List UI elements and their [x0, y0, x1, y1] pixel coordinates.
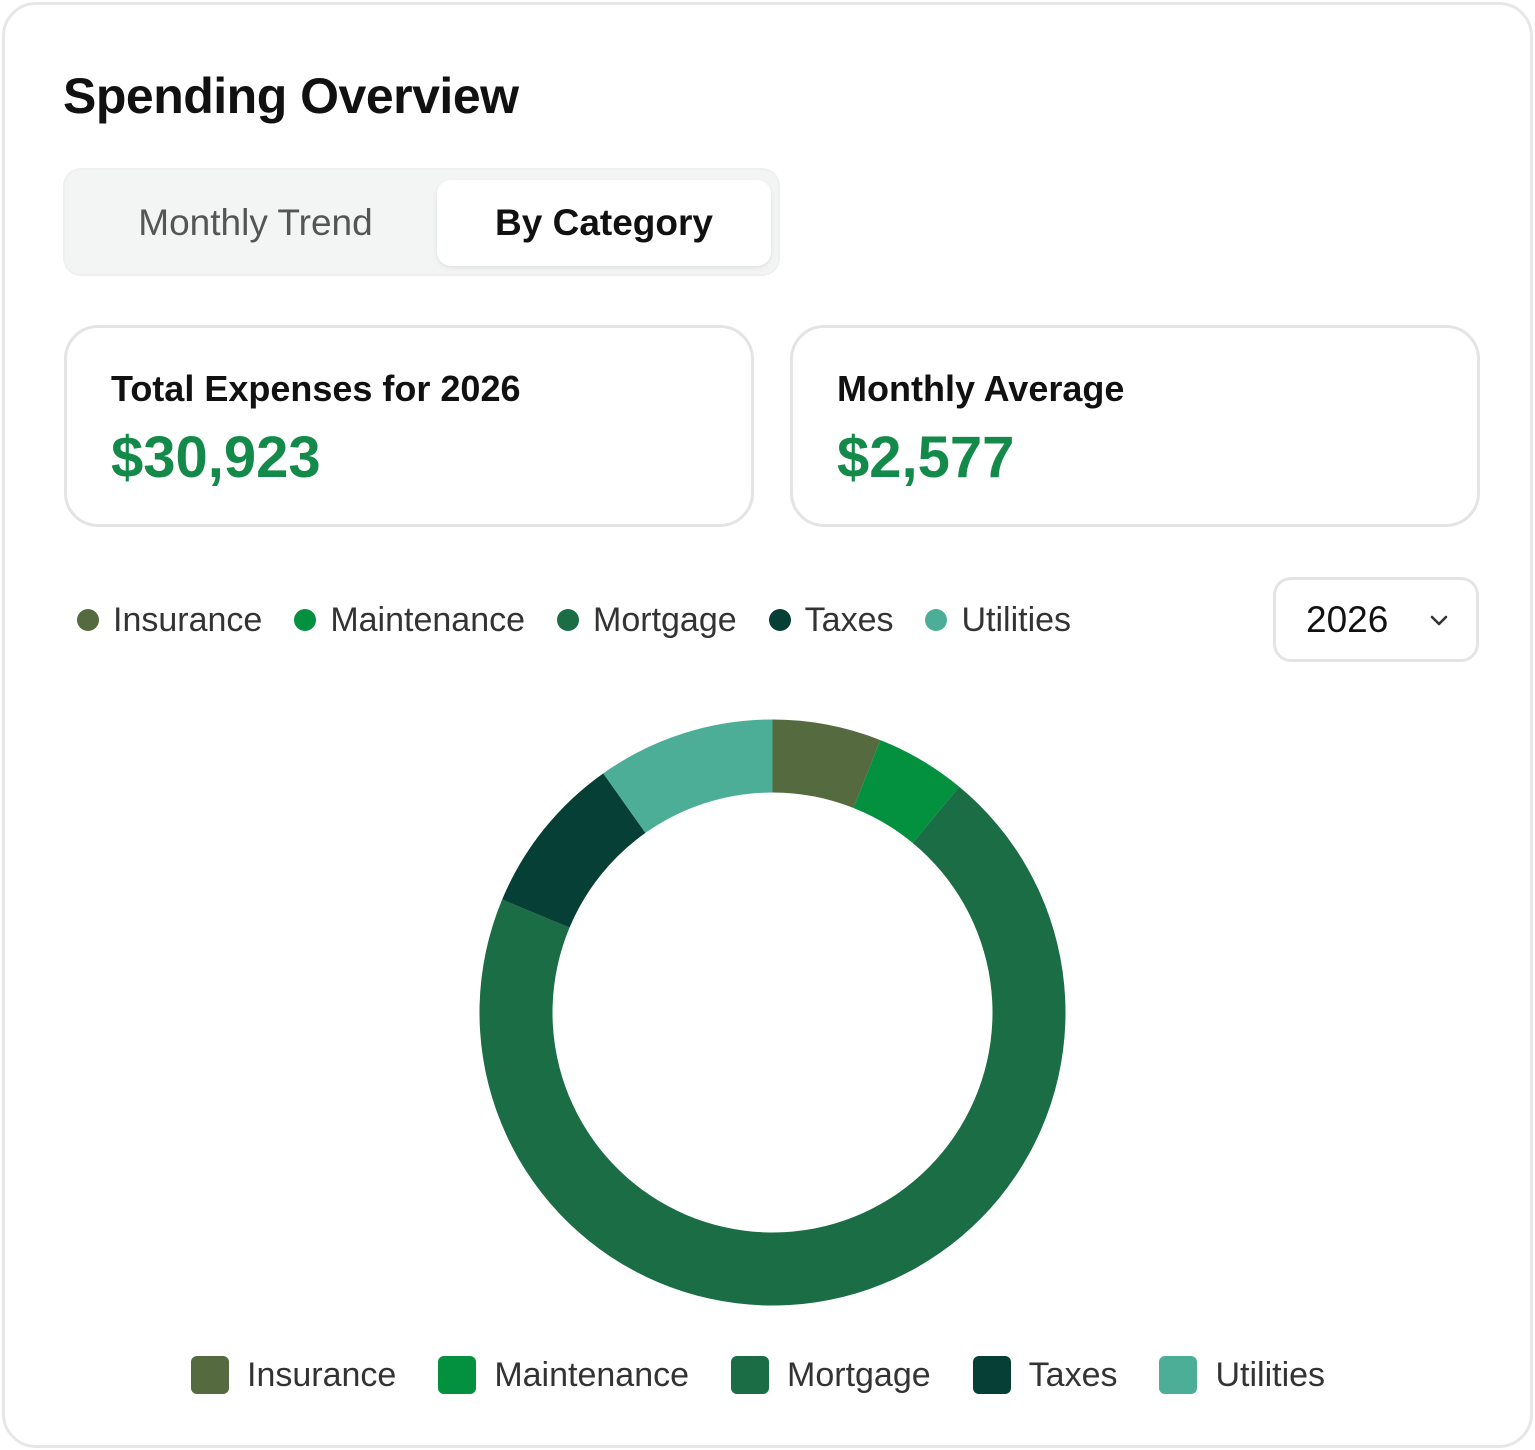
donut-slice-taxes[interactable]: [502, 773, 646, 928]
legend-label: Mortgage: [787, 1355, 931, 1394]
total-expenses-value: $30,923: [111, 425, 321, 490]
legend-bottom: Insurance Maintenance Mortgage Taxes Utiliti…: [191, 1353, 1367, 1397]
legend-bottom-item-mortgage[interactable]: Mortgage: [731, 1356, 931, 1395]
legend-top: Insurance Maintenance Mortgage Taxes Utiliti…: [77, 600, 1103, 640]
monthly-average-label: Monthly Average: [837, 368, 1125, 409]
legend-top-item-taxes[interactable]: Taxes: [768, 600, 894, 640]
donut-slice-maintenance[interactable]: [853, 740, 960, 843]
year-select[interactable]: 2026: [1273, 577, 1479, 662]
legend-swatch: [438, 1356, 477, 1394]
legend-label: Maintenance: [330, 600, 526, 639]
legend-top-item-mortgage[interactable]: Mortgage: [557, 601, 737, 640]
legend-label: Maintenance: [494, 1355, 690, 1394]
legend-swatch: [1159, 1356, 1198, 1394]
legend-bottom-item-insurance[interactable]: Insurance: [191, 1356, 396, 1395]
total-expenses-card: Total Expenses for 2026 $30,923: [64, 325, 754, 527]
legend-bottom-item-utilities[interactable]: Utilities: [1159, 1356, 1325, 1395]
legend-swatch: [731, 1356, 770, 1394]
year-select-value: 2026: [1306, 598, 1389, 640]
page-title: Spending Overview: [63, 68, 519, 124]
category-donut-chart: [479, 719, 1066, 1306]
tab-by-category[interactable]: By Category: [437, 180, 771, 266]
legend-label: Insurance: [247, 1355, 397, 1394]
legend-bottom-item-taxes[interactable]: Taxes: [972, 1355, 1118, 1395]
legend-label: Utilities: [1215, 1355, 1326, 1394]
legend-dot: [768, 609, 791, 631]
legend-dot: [77, 609, 99, 631]
legend-top-item-maintenance[interactable]: Maintenance: [294, 601, 525, 640]
legend-top-item-utilities[interactable]: Utilities: [925, 601, 1071, 640]
monthly-average-value: $2,577: [837, 425, 1015, 490]
donut-slice-insurance[interactable]: [772, 719, 881, 808]
donut-slice-utilities[interactable]: [603, 719, 773, 833]
legend-label: Utilities: [961, 600, 1072, 639]
donut-slice-mortgage[interactable]: [479, 786, 1066, 1306]
total-expenses-label: Total Expenses for 2026: [111, 368, 521, 409]
legend-swatch: [972, 1356, 1011, 1394]
legend-swatch: [191, 1356, 229, 1394]
view-tabs: Monthly Trend By Category: [63, 168, 780, 276]
tab-monthly-trend[interactable]: Monthly Trend: [138, 202, 373, 243]
legend-label: Taxes: [804, 600, 894, 639]
legend-top-item-insurance[interactable]: Insurance: [77, 601, 262, 640]
legend-label: Insurance: [113, 600, 263, 639]
legend-dot: [925, 609, 948, 631]
legend-bottom-item-maintenance[interactable]: Maintenance: [438, 1356, 689, 1395]
legend-dot: [557, 609, 580, 631]
monthly-average-card: Monthly Average $2,577: [790, 325, 1480, 527]
legend-label: Mortgage: [593, 600, 737, 639]
legend-dot: [294, 609, 317, 631]
legend-label: Taxes: [1028, 1355, 1118, 1394]
chevron-down-icon: [1430, 615, 1448, 625]
